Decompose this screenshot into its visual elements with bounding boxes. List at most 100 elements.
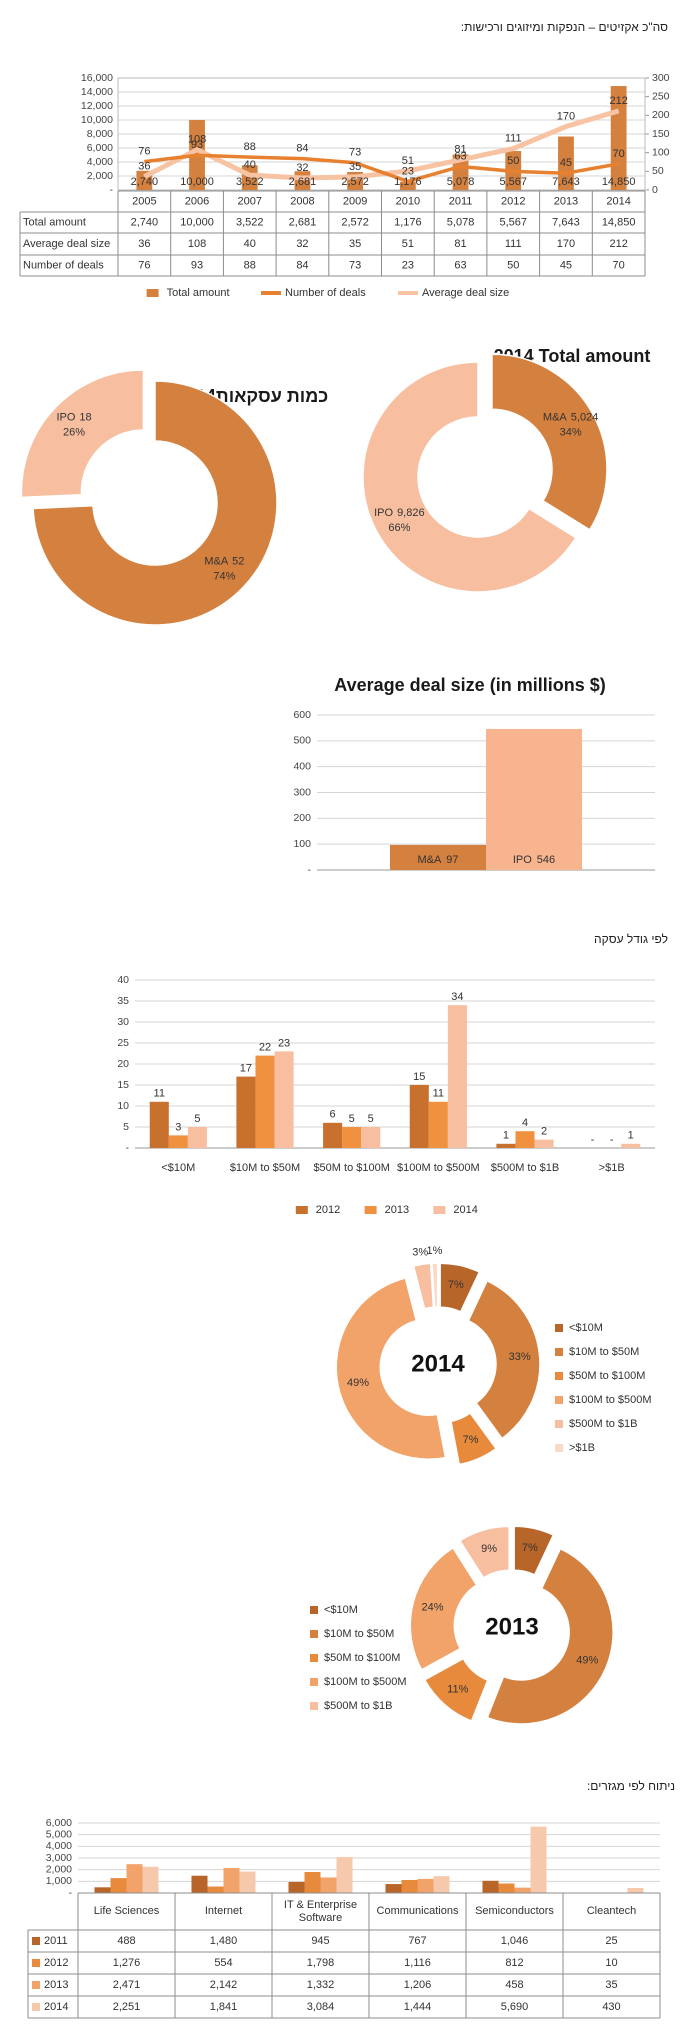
data-label: 76 — [138, 146, 150, 158]
legend-label: $100M to $500M — [569, 1394, 652, 1406]
y-tick-label: 5 — [123, 1121, 129, 1133]
y-tick-label: 20 — [117, 1058, 129, 1070]
bar — [390, 844, 486, 870]
table-cell: 170 — [557, 238, 575, 250]
y-tick-label: - — [126, 1142, 130, 1154]
y-tick-label: 4,000 — [46, 1840, 72, 1852]
data-label-category: IPO — [56, 412, 75, 424]
bar — [94, 1887, 111, 1893]
donut-slice — [20, 369, 145, 499]
table-cell: 1,046 — [501, 1935, 529, 1947]
data-label-percent: 34% — [560, 426, 582, 438]
y-tick-label: 6,000 — [46, 1817, 72, 1829]
line — [144, 153, 619, 184]
table-row-label: Total amount — [23, 216, 86, 228]
x-tick-label-box: $50M to $100M — [313, 1161, 390, 1174]
table-header-box: Communications — [377, 1905, 459, 1917]
data-label: 93 — [191, 139, 203, 151]
bar — [342, 1127, 362, 1148]
plot-frame — [117, 77, 646, 191]
table-cell: 63 — [454, 259, 466, 271]
data-label-value: 546 — [537, 854, 555, 866]
table-cell: 2,471 — [113, 1979, 141, 1991]
bar — [191, 1875, 208, 1893]
y2-tick-label: 100 — [652, 146, 670, 158]
table-row-label: 2012 — [44, 1957, 68, 1969]
bar — [498, 1883, 515, 1893]
y-tick-label: 30 — [117, 1016, 129, 1028]
y-tick-label: 500 — [293, 735, 311, 747]
table-cell: 212 — [609, 238, 627, 250]
data-label: 1 — [503, 1130, 509, 1142]
legend-label: Total amount — [167, 287, 230, 299]
table-cell: 35 — [349, 238, 361, 250]
data-label-value: 52 — [232, 555, 244, 567]
legend-label: $50M to $100M — [324, 1652, 400, 1664]
donut-slice — [32, 380, 278, 626]
y-tick-label: 10 — [117, 1100, 129, 1112]
bar — [336, 1857, 353, 1893]
table-cell: 2,572 — [341, 216, 369, 228]
table-cell: 25 — [605, 1935, 617, 1947]
x-tick-label: $50M to $100M — [313, 1161, 390, 1174]
data-label: 49% — [576, 1654, 598, 1666]
data-label: 81 — [454, 144, 466, 156]
data-label: 15 — [413, 1071, 425, 1083]
data-label: 3% — [412, 1246, 428, 1258]
center-label: 2014 — [411, 1350, 465, 1377]
table-cell: 45 — [560, 259, 572, 271]
legend-swatch — [310, 1702, 318, 1710]
data-label: IPO 546 — [513, 854, 555, 866]
legend-swatch — [32, 1981, 40, 1989]
data-label-percent: 74% — [213, 570, 235, 582]
bar — [142, 1866, 159, 1893]
y-tick-label: 2,000 — [87, 170, 113, 182]
data-label: 45 — [560, 157, 572, 169]
bar — [236, 1076, 256, 1148]
table-header: Semiconductors — [475, 1905, 554, 1918]
data-label: 24% — [422, 1602, 444, 1614]
legend-swatch — [555, 1396, 563, 1404]
legend-label: 2014 — [453, 1204, 477, 1216]
table-header-box: Cleantech — [587, 1905, 637, 1917]
table-cell: 5,078 — [447, 216, 475, 228]
data-label: 84 — [296, 143, 308, 155]
bar — [486, 728, 582, 870]
y-tick-label: 600 — [293, 709, 311, 721]
legend-swatch — [555, 1324, 563, 1332]
legend-swatch — [555, 1420, 563, 1428]
bar — [304, 1872, 321, 1893]
table-header-box: IT & Enterprise Software — [284, 1899, 357, 1924]
legend-swatch — [310, 1606, 318, 1614]
table-cell: 73 — [349, 259, 361, 271]
table-cell: 40 — [244, 238, 256, 250]
legend-swatch — [555, 1372, 563, 1380]
y-tick-label: 8,000 — [87, 128, 113, 140]
data-label: 17 — [240, 1063, 252, 1075]
bar — [255, 1055, 275, 1148]
bar — [110, 1878, 127, 1893]
bar — [223, 1868, 240, 1893]
legend-label: Average deal size — [422, 287, 509, 299]
data-label: 49% — [347, 1377, 369, 1389]
y-tick-label: 2,000 — [46, 1863, 72, 1875]
table-cell: 108 — [188, 238, 206, 250]
data-label-value: 97 — [446, 854, 458, 866]
x-tick-label-box: $10M to $50M — [230, 1162, 300, 1174]
table-cell: 5,567 — [499, 216, 527, 228]
bar — [239, 1871, 256, 1893]
chart-title: סה"כ אקזיטים – הנפקות ומיזוגים ורכישות: — [461, 20, 668, 34]
table-cell: 2,740 — [131, 216, 159, 228]
data-label: 11% — [447, 1683, 468, 1695]
y-tick-label: 100 — [293, 838, 311, 850]
data-label: 35 — [349, 161, 361, 173]
table-header-box: Internet — [205, 1905, 242, 1917]
y-tick-label: 16,000 — [81, 72, 113, 84]
data-label: 51 — [402, 155, 414, 167]
table-cell: 50 — [507, 259, 519, 271]
bar — [274, 1051, 294, 1148]
x-tick-label: <$10M — [161, 1161, 196, 1174]
data-label: 70 — [613, 148, 625, 160]
y-tick-label: - — [308, 864, 312, 876]
table-cell: 36 — [138, 238, 150, 250]
